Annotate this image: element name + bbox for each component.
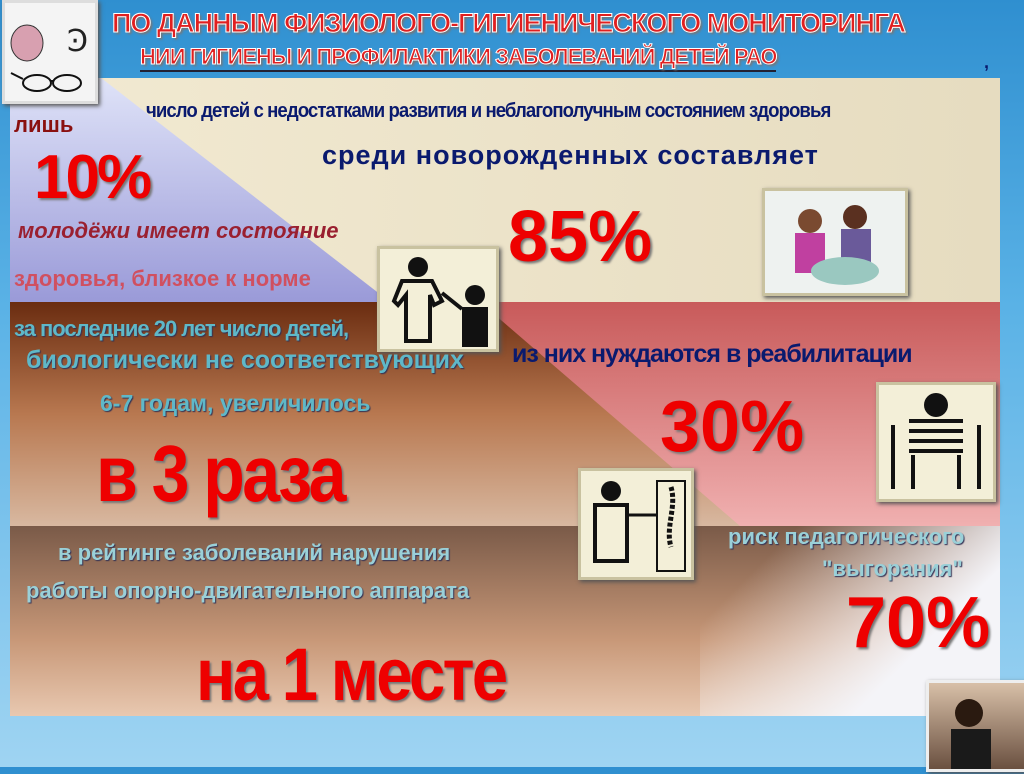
newborns-percent: 85% — [508, 197, 653, 277]
ranking-text-1: в рейтинге заболеваний нарушения — [58, 540, 451, 565]
title-line-1: ПО ДАННЫМ ФИЗИОЛОГО-ГИГИЕНИЧЕСКОГО МОНИТ… — [111, 8, 906, 39]
youth-percent: 10% — [34, 143, 152, 212]
growth-text-2: биологически не соответствующих — [26, 346, 464, 374]
title-line-2: НИИ ГИГИЕНЫ И ПРОФИЛАКТИКИ ЗАБОЛЕВАНИЙ Д… — [139, 44, 778, 72]
ranking-value: на 1 месте — [196, 633, 508, 716]
growth-value: в 3 раза — [96, 429, 346, 518]
glasses-icon — [10, 72, 82, 92]
rehab-text: из них нуждаются в реабилитации — [512, 340, 913, 368]
heart-ear-glasses-image: Ͽ — [2, 0, 98, 104]
youth-text-1: молодёжи имеет состояние — [18, 218, 339, 243]
doctor-spine-image — [578, 468, 694, 580]
growth-text-3: 6-7 годам, увеличилось — [100, 390, 371, 416]
burnout-text-2: "выгорания" — [822, 556, 963, 581]
svg-text:Ͽ: Ͽ — [67, 24, 88, 59]
rehab-percent: 30% — [660, 387, 805, 467]
doctor-child-image — [377, 246, 499, 352]
heart-icon: Ͽ — [10, 24, 88, 92]
ranking-text-2: работы опорно-двигательного аппарата — [26, 578, 470, 603]
family-newborn-image — [762, 188, 908, 296]
newborns-text-1: число детей с недостатками развития и не… — [146, 100, 831, 122]
burnout-text-1: риск педагогического — [728, 524, 965, 549]
wheelchair-image — [876, 382, 996, 502]
stressed-teacher-photo — [926, 680, 1024, 772]
youth-text-2: здоровья, близкое к норме — [14, 266, 311, 291]
title-comma: , — [984, 52, 990, 72]
newborns-text-2: среди новорожденных составляет — [322, 140, 819, 170]
growth-text-1: за последние 20 лет число детей, — [14, 316, 349, 342]
growth-text-1-content: за последние 20 лет число детей, — [14, 316, 349, 341]
burnout-percent: 70% — [846, 583, 991, 663]
only-label: лишь — [14, 112, 74, 137]
